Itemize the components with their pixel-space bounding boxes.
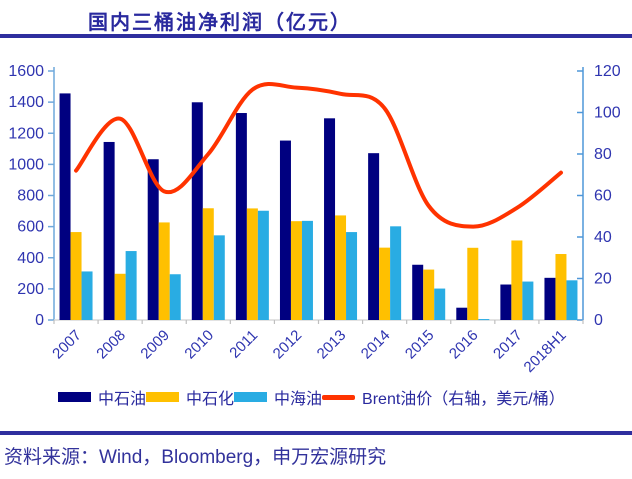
title-divider [0, 34, 632, 38]
legend-label-sinopec: 中石化 [186, 391, 235, 408]
bar-cnooc-2010 [213, 235, 225, 320]
bar-cnooc-2017 [522, 281, 534, 320]
bar-cnooc-2013 [346, 232, 358, 320]
chart-legend: 中石油 中石化 中海油 Brent油价（右轴，美元/桶） [58, 385, 565, 409]
bar-sinopec-2011 [246, 208, 258, 320]
chart-title: 国内三桶油净利润（亿元） [88, 12, 352, 34]
x-axis-label: 2009 [137, 327, 173, 363]
y-left-tick-label: 1600 [8, 63, 44, 80]
legend-item-cnooc: 中海油 [234, 385, 322, 409]
bar-cnooc-2007 [81, 271, 93, 320]
x-axis-label: 2017 [490, 327, 526, 363]
legend-item-brent: Brent油价（右轴，美元/桶） [322, 385, 565, 409]
y-left-tick-label: 1200 [8, 125, 44, 142]
bar-petrochina-2008 [103, 141, 115, 320]
x-axis-label: 2018H1 [521, 327, 570, 376]
bar-petrochina-2012 [279, 140, 291, 320]
bar-sinopec-2012 [290, 221, 302, 320]
y-right-tick-label: 80 [594, 146, 612, 163]
bar-petrochina-2009 [147, 159, 159, 320]
x-axis-label: 2008 [93, 327, 129, 363]
bar-petrochina-2010 [191, 102, 203, 320]
y-right-tick-label: 0 [594, 312, 603, 329]
x-axis-label: 2012 [270, 327, 306, 363]
y-left-tick-label: 400 [17, 250, 44, 267]
y-right-tick-label: 120 [594, 63, 621, 80]
bar-petrochina-2015 [412, 264, 424, 320]
y-left-tick-label: 800 [17, 188, 44, 205]
y-right-tick-label: 100 [594, 105, 621, 122]
legend-item-sinopec: 中石化 [146, 385, 234, 409]
bar-sinopec-2013 [335, 215, 347, 320]
legend-item-petrochina: 中石油 [58, 385, 146, 409]
y-right-tick-label: 40 [594, 229, 612, 246]
bar-petrochina-2014 [368, 153, 380, 320]
bar-cnooc-2016 [478, 319, 490, 321]
bar-petrochina-2011 [235, 113, 247, 320]
x-axis-label: 2013 [314, 327, 350, 363]
y-right-tick-label: 20 [594, 271, 612, 288]
bar-cnooc-2012 [301, 220, 313, 320]
y-left-tick-label: 0 [35, 312, 44, 329]
x-axis-label: 2007 [49, 327, 85, 363]
legend-label-petrochina: 中石油 [98, 391, 147, 408]
bar-cnooc-2008 [125, 251, 137, 320]
bar-cnooc-2015 [434, 288, 446, 320]
combo-chart: 0 200 400 600 800 1000 1200 1400 1600 0 20 40 60 80 10… [8, 63, 621, 376]
brent-line [74, 81, 563, 229]
bar-sinopec-2014 [379, 247, 391, 320]
legend-swatch-brent [322, 394, 356, 400]
y-left-tick-label: 600 [17, 219, 44, 236]
legend-label-cnooc: 中海油 [274, 391, 323, 408]
x-axis-label: 2011 [226, 327, 261, 362]
bar-sinopec-2008 [114, 273, 126, 320]
bar-cnooc-2018H1 [566, 280, 578, 320]
bar-sinopec-2016 [467, 247, 479, 320]
legend-swatch-sinopec [146, 392, 180, 402]
bar-cnooc-2009 [169, 274, 181, 320]
y-left-tick-label: 1400 [8, 94, 44, 111]
x-axis-label: 2010 [181, 327, 217, 363]
legend-label-brent: Brent油价（右轴，美元/桶） [362, 391, 565, 408]
bar-petrochina-2018H1 [544, 277, 556, 320]
footer-divider [0, 431, 632, 435]
legend-swatch-cnooc [234, 392, 268, 402]
bar-sinopec-2010 [202, 208, 214, 320]
bar-sinopec-2018H1 [555, 254, 567, 320]
bar-cnooc-2014 [390, 226, 402, 320]
x-axis-label: 2016 [446, 327, 482, 363]
x-axis-label: 2015 [402, 327, 438, 363]
bar-petrochina-2017 [500, 284, 512, 320]
bar-sinopec-2009 [158, 222, 170, 320]
bar-sinopec-2015 [423, 269, 435, 320]
y-left-tick-label: 1000 [8, 156, 44, 173]
bar-sinopec-2007 [70, 232, 82, 320]
x-axis-label: 2014 [358, 327, 394, 363]
y-left-tick-label: 200 [17, 281, 44, 298]
bar-petrochina-2016 [456, 307, 468, 320]
bar-sinopec-2017 [511, 240, 523, 320]
bar-petrochina-2013 [324, 118, 336, 320]
source-note: 资料来源：Wind，Bloomberg，申万宏源研究 [4, 447, 387, 468]
bar-petrochina-2007 [59, 93, 71, 320]
y-right-tick-label: 60 [594, 188, 612, 205]
legend-swatch-petrochina [58, 392, 91, 402]
bar-cnooc-2011 [257, 210, 269, 320]
